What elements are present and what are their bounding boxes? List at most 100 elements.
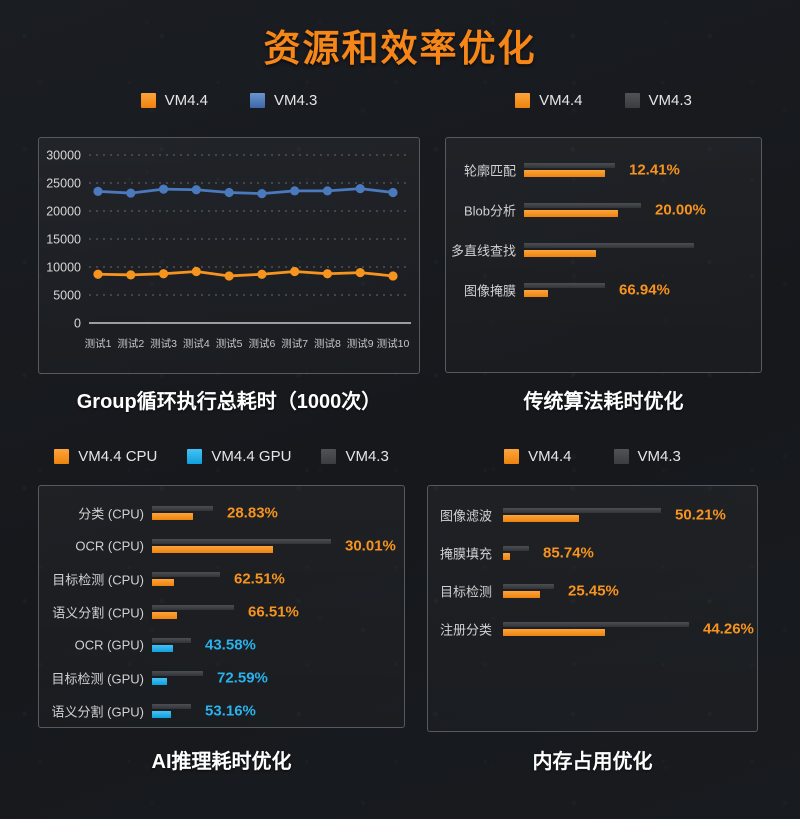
legend-swatch [321,448,337,464]
chart-panel-traditional-algo: 轮廓匹配 12.41% Blob分析 20.00% 多直线查找 图像掩膜 66.94% [445,137,762,373]
data-point-VM4.4 [388,271,398,281]
data-point-VM4.4 [93,269,103,279]
bar-row: 目标检测 (GPU) 72.59% [39,661,404,694]
bar-chart-traditional-algo: 轮廓匹配 12.41% Blob分析 20.00% 多直线查找 图像掩膜 66.94% [446,138,761,372]
legend-label: VM4.3 [637,447,681,465]
legend-swatch [140,92,156,108]
bar-vm43 [524,203,641,208]
legend-swatch [624,92,640,108]
bar-vm44 [152,611,177,619]
legend-item: VM4.4 [515,92,583,109]
bar-vm44 [524,250,596,257]
legend-swatch [54,448,70,464]
bar-value-label: 44.26% [703,620,754,638]
x-tick-label: 测试7 [281,337,308,350]
bar-vm44 [152,578,174,586]
bar-vm43 [524,243,694,248]
y-tick-label: 5000 [53,289,81,303]
data-point-VM4.3 [126,188,136,198]
bar-row: Blob分析 20.00% [446,190,761,230]
data-point-VM4.3 [93,186,103,196]
bar-row: 多直线查找 [446,230,761,270]
data-point-VM4.4 [257,269,267,279]
y-tick-label: 30000 [46,149,81,163]
series-line-VM4.3 [96,187,395,196]
data-point-VM4.4 [191,266,201,277]
data-point-VM4.3 [257,189,267,199]
bar-category-label: 目标检测 (GPU) [51,671,144,686]
data-point-VM4.4 [355,268,365,278]
bar-category-label: OCR (GPU) [74,637,144,652]
bar-vm43 [152,604,234,610]
legend-item: VM4.4 [140,92,208,109]
legend-item: VM4.3 [613,447,681,465]
legend-item: VM4.4 GPU [187,448,291,465]
legend-swatch [250,92,265,108]
bar-value-label: 66.51% [248,603,299,620]
bar-value-label: 50.21% [675,506,726,524]
data-point-VM4.3 [191,185,201,195]
data-point-VM4.3 [355,184,365,194]
x-tick-label: 测试9 [347,337,374,350]
bar-category-label: 多直线查找 [450,243,516,259]
bar-row: 图像滤波 50.21% [428,496,757,534]
x-tick-label: 测试5 [216,337,243,350]
bar-vm44 [524,210,618,217]
line-chart-group-loop: 0 5000 10000 15000 20000 25000 30000 测试1 测试2 测试3 测… [39,138,419,373]
legend-label: VM4.4 GPU [211,447,292,465]
data-point-VM4.3 [290,186,300,196]
bar-category-label: 掩膜填充 [439,546,492,562]
bar-row: 掩膜填充 85.74% [428,534,757,572]
bar-row: 轮廓匹配 12.41% [446,150,761,190]
bar-category-label: 分类 (CPU) [78,506,144,521]
y-tick-label: 0 [74,317,81,331]
legend-item: VM4.4 CPU [54,448,157,465]
chart-caption-ai-inference: AI推理耗时优化 [151,751,292,773]
bar-category-label: 目标检测 (CPU) [52,572,144,587]
bar-vm44 [152,644,173,652]
legend-item: VM4.4 [504,448,572,465]
legend-swatch [515,92,531,108]
x-tick-label: 测试6 [248,337,275,350]
bar-row: 语义分割 (CPU) 66.51% [39,595,404,628]
legend-swatch [613,448,629,464]
data-point-VM4.3 [388,187,398,198]
bar-value-label: 28.83% [227,504,278,521]
data-point-VM4.3 [322,186,333,196]
x-tick-label: 测试1 [85,337,112,350]
legend-label: VM4.3 [345,447,389,465]
page-title: 资源和效率优化 [263,28,537,69]
bar-vm43 [152,538,331,544]
bar-vm44 [503,553,510,560]
bar-chart-ai-inference: 分类 (CPU) 28.83% OCR (CPU) 30.01% 目标检测 (CPU) 6… [39,486,404,727]
bar-chart-memory-usage: 图像滤波 50.21% 掩膜填充 85.74% 目标检测 25.45% 注册分类 44.26% [428,486,757,731]
legend-label: VM4.3 [274,91,318,109]
bar-vm43 [152,703,191,709]
y-tick-label: 15000 [46,233,81,247]
bar-vm44 [503,629,605,636]
legend-swatch [187,448,203,464]
line-chart-svg: 0 5000 10000 15000 20000 25000 30000 测试1 测试2 测试3 测… [46,149,411,350]
legend-item: VM4.3 [624,91,692,109]
bar-value-label: 85.74% [543,544,594,562]
bar-value-label: 20.00% [655,201,706,219]
x-tick-label: 测试3 [150,337,177,350]
x-tick-label: 测试2 [117,337,144,350]
bar-category-label: Blob分析 [463,203,516,219]
bar-vm43 [524,163,615,168]
chart-panel-group-loop: 0 5000 10000 15000 20000 25000 30000 测试1 测试2 测试3 测… [38,137,420,374]
x-tick-label: 测试8 [314,337,341,350]
bar-value-label: 43.58% [205,636,256,653]
bar-vm43 [503,508,661,513]
bar-vm44 [152,545,273,553]
chart-caption-memory-usage: 内存占用优化 [532,751,653,773]
bar-vm43 [152,505,213,511]
bar-vm43 [152,670,203,676]
bar-value-label: 53.16% [205,702,256,719]
bar-vm44 [152,512,193,520]
legend-swatch [504,448,520,464]
bar-value-label: 25.45% [568,582,619,600]
bar-vm44 [152,710,171,718]
data-point-VM4.3 [158,184,169,194]
legend-label: VM4.3 [648,91,692,109]
